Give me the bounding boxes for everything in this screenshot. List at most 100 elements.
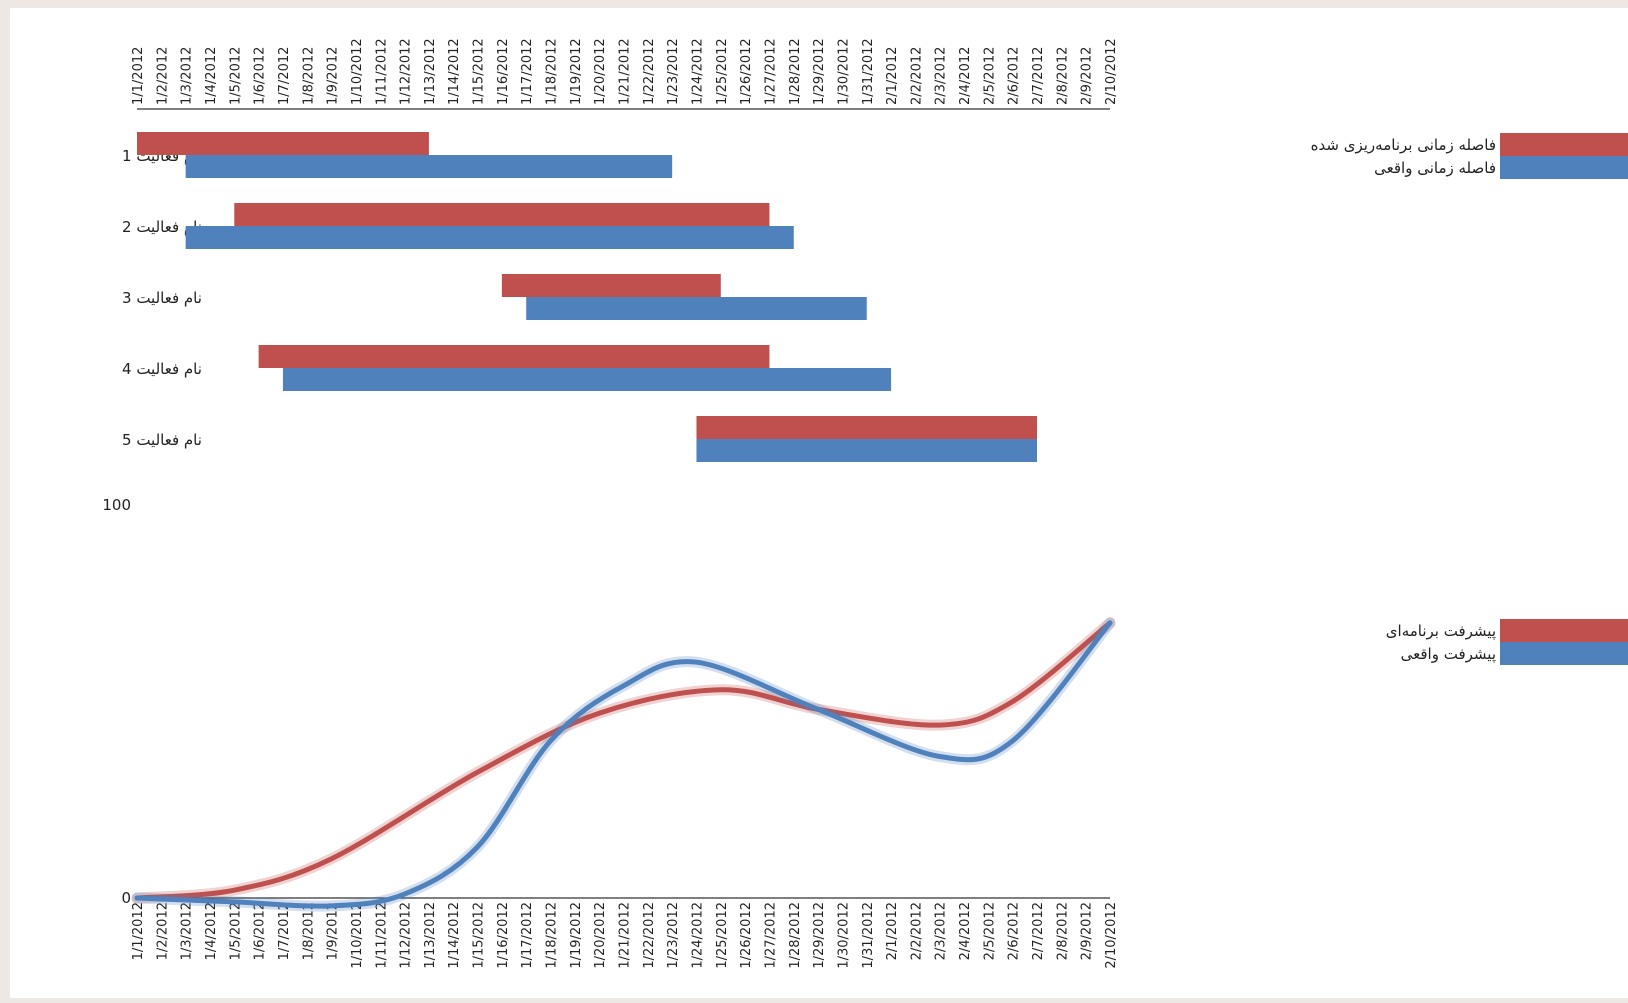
legend-label: پیشرفت برنامه‌ای [1386,622,1496,641]
gantt-category-label: نام فعالیت 5 [122,431,202,449]
gantt-x-tick-label: 1/16/2012 [496,38,511,105]
actual-duration-bar [696,439,1038,462]
line-x-tick-label: 1/26/2012 [739,902,754,969]
actual-progress-line [134,620,1113,909]
gantt-x-tick-label: 1/6/2012 [253,47,268,105]
gantt-x-tick-label: 1/22/2012 [642,38,657,105]
line-x-tick-label: 1/3/2012 [180,902,195,960]
legend-swatch [1500,156,1628,179]
line-x-tick-label: 1/16/2012 [496,902,511,969]
legend-swatch [1500,642,1628,665]
legend-swatch [1500,619,1628,642]
gantt-category-label: نام فعالیت 2 [122,218,202,236]
gantt-x-tick-label: 2/9/2012 [1080,47,1095,105]
gantt-x-tick-label: 1/26/2012 [739,38,754,105]
gantt-x-tick-label: 2/7/2012 [1031,47,1046,105]
gantt-x-tick-label: 1/1/2012 [131,47,146,105]
line-x-tick-label: 1/9/2012 [326,902,341,960]
legend-label: فاصله زمانی واقعی [1374,159,1496,177]
line-x-tick-label: 2/8/2012 [1055,902,1070,960]
gantt-x-tick-label: 1/21/2012 [618,38,633,105]
planned-duration-bar [501,274,721,297]
line-x-tick-label: 1/7/2012 [277,902,292,960]
gantt-x-tick-label: 1/23/2012 [666,38,681,105]
line-x-tick-label: 1/13/2012 [423,902,438,969]
gantt-x-tick-label: 1/5/2012 [228,47,243,105]
line-x-tick-label: 1/1/2012 [131,902,146,960]
line-y-tick-label: 0 [121,889,131,907]
line-x-tick-label: 2/2/2012 [909,902,924,960]
line-x-tick-label: 1/14/2012 [447,902,462,969]
gantt-x-tick-label: 1/31/2012 [861,38,876,105]
gantt-x-tick-label: 2/8/2012 [1055,47,1070,105]
gantt-x-tick-label: 2/6/2012 [1007,47,1022,105]
gantt-chart: 1/1/2012 1/2/2012 1/3/2012 1/4/2012 1/5/2012… [122,38,1119,462]
legends: فاصله زمانی برنامه‌ریزی شده فاصله زمانی و… [1311,133,1628,665]
gantt-x-tick-label: 1/29/2012 [812,38,827,105]
gantt-x-tick-label: 1/17/2012 [520,38,535,105]
gantt-x-tick-label: 1/24/2012 [690,38,705,105]
planned-duration-bar [137,132,429,155]
line-x-tick-label: 1/31/2012 [861,902,876,969]
gantt-x-tick-label: 1/15/2012 [472,38,487,105]
line-x-tick-label: 1/22/2012 [642,902,657,969]
gantt-x-tick-label: 2/4/2012 [958,47,973,105]
line-x-tick-label: 1/6/2012 [253,902,268,960]
gantt-category-label: نام فعالیت 3 [122,289,202,307]
planned-duration-bar [234,203,770,226]
line-x-tick-label: 2/7/2012 [1031,902,1046,960]
gantt-category-label: نام فعالیت 4 [122,360,202,378]
line-x-tick-label: 1/19/2012 [569,902,584,969]
gantt-x-tick-label: 1/10/2012 [350,38,365,105]
gantt-x-tick-label: 2/3/2012 [934,47,949,105]
line-x-tick-label: 1/5/2012 [228,902,243,960]
gantt-x-tick-label: 2/10/2012 [1104,38,1119,105]
gantt-x-tick-label: 1/19/2012 [569,38,584,105]
line-x-tick-label: 1/12/2012 [399,902,414,969]
planned-progress-line [134,620,1113,901]
gantt-x-tick-label: 2/2/2012 [909,47,924,105]
legend-label: فاصله زمانی برنامه‌ریزی شده [1311,136,1496,154]
legend-label: پیشرفت واقعی [1401,645,1496,664]
gantt-x-tick-label: 1/20/2012 [593,38,608,105]
actual-duration-bar [526,297,867,320]
line-x-tick-label: 1/11/2012 [374,902,389,969]
gantt-x-tick-label: 1/18/2012 [545,38,560,105]
line-x-tick-label: 1/15/2012 [472,902,487,969]
line-x-tick-label: 2/9/2012 [1080,902,1095,960]
gantt-x-tick-label: 1/27/2012 [763,38,778,105]
line-x-tick-label: 2/1/2012 [885,902,900,960]
actual-duration-bar [185,155,673,178]
gantt-x-tick-label: 1/14/2012 [447,38,462,105]
gantt-x-tick-label: 1/3/2012 [180,47,195,105]
line-y-tick-label: 100 [102,496,131,514]
actual-duration-bar [185,226,794,249]
gantt-x-tick-label: 1/25/2012 [715,38,730,105]
line-x-tick-label: 1/29/2012 [812,902,827,969]
gantt-x-tick-label: 1/28/2012 [788,38,803,105]
line-x-tick-label: 1/28/2012 [788,902,803,969]
line-x-tick-label: 1/4/2012 [204,902,219,960]
gantt-x-tick-label: 2/1/2012 [885,47,900,105]
line-x-tick-label: 1/2/2012 [155,902,170,960]
line-x-tick-label: 2/10/2012 [1104,902,1119,969]
planned-duration-bar [696,416,1038,439]
gantt-x-tick-label: 1/12/2012 [399,38,414,105]
line-x-tick-label: 1/21/2012 [618,902,633,969]
gantt-x-tick-label: 1/4/2012 [204,47,219,105]
gantt-x-tick-label: 2/5/2012 [982,47,997,105]
line-x-tick-label: 1/18/2012 [545,902,560,969]
gantt-x-tick-label: 1/11/2012 [374,38,389,105]
gantt-x-tick-label: 1/8/2012 [301,47,316,105]
planned-duration-bar [258,345,770,368]
line-x-tick-label: 1/24/2012 [690,902,705,969]
actual-duration-bar [282,368,892,391]
line-x-tick-label: 1/10/2012 [350,902,365,969]
gantt-x-tick-label: 1/9/2012 [326,47,341,105]
line-x-tick-label: 1/20/2012 [593,902,608,969]
line-x-tick-label: 1/25/2012 [715,902,730,969]
gantt-x-tick-label: 1/7/2012 [277,47,292,105]
line-x-tick-label: 2/5/2012 [982,902,997,960]
line-x-tick-label: 1/23/2012 [666,902,681,969]
